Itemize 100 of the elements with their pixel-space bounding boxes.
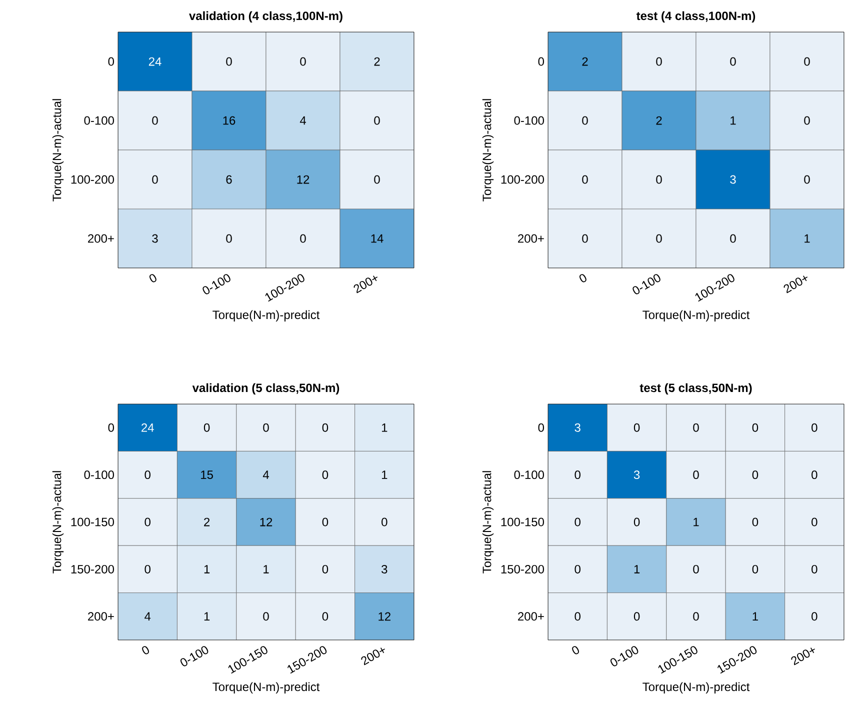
data-label: 1 <box>752 612 758 621</box>
data-label: 0 <box>812 612 818 621</box>
y-tick-label: 150-200 <box>71 564 114 574</box>
data-label: 0 <box>574 612 580 621</box>
data-label: 0 <box>263 423 269 432</box>
y-tick-label: 0 <box>538 57 544 66</box>
data-label: 12 <box>378 612 390 621</box>
data-label: 1 <box>382 423 388 432</box>
data-label: 16 <box>223 116 236 125</box>
data-label: 0 <box>574 518 580 526</box>
data-label: 0 <box>322 518 328 526</box>
data-label: 0 <box>693 564 699 574</box>
data-label: 0 <box>693 612 699 621</box>
chart-title: test (4 class,100N-m) <box>636 11 756 22</box>
data-label: 0 <box>812 423 818 432</box>
y-tick-label: 100-150 <box>71 518 114 526</box>
data-label: 0 <box>752 470 758 480</box>
data-label: 0 <box>374 116 380 125</box>
data-label: 1 <box>382 470 388 479</box>
data-label: 0 <box>152 175 158 184</box>
data-label: 1 <box>694 518 699 526</box>
x-tick-label: 200+ <box>361 648 386 666</box>
x-tick-label: 200+ <box>791 648 816 666</box>
data-label: 0 <box>752 564 758 574</box>
data-label: 0 <box>804 175 810 184</box>
data-label: 0 <box>752 518 758 526</box>
y-axis-title: Torque(N-m)-actual <box>52 99 64 202</box>
y-tick-label: 200+ <box>88 612 114 621</box>
y-tick-label: 0-100 <box>514 470 544 480</box>
data-label: 0 <box>322 564 328 574</box>
x-axis-title: Torque(N-m)-predict <box>642 682 750 694</box>
data-label: 15 <box>201 470 213 479</box>
x-tick-label: 200+ <box>354 276 378 294</box>
y-tick-label: 0 <box>538 423 544 432</box>
y-axis-title: Torque(N-m)-actual <box>52 471 64 574</box>
data-label: 24 <box>148 57 162 66</box>
data-label: 1 <box>634 565 640 574</box>
chart-title: validation (5 class,50N-m) <box>192 383 340 394</box>
y-axis-title: Torque(N-m)-actual <box>482 471 494 574</box>
data-label: 1 <box>264 565 269 574</box>
data-label: 0 <box>656 57 662 66</box>
data-label: 14 <box>371 234 384 243</box>
data-label: 0 <box>582 175 588 184</box>
y-axis-title: Torque(N-m)-actual <box>482 99 494 202</box>
data-label: 0 <box>752 423 758 432</box>
data-label: 2 <box>374 57 380 66</box>
data-label: 1 <box>204 612 210 621</box>
x-axis-title: Torque(N-m)-predict <box>642 310 750 322</box>
x-tick-label: 0 <box>572 646 579 654</box>
data-label: 0 <box>152 116 158 125</box>
data-label: 0 <box>634 612 640 621</box>
data-label: 0 <box>226 57 232 66</box>
data-label: 2 <box>582 57 588 66</box>
data-label: 0 <box>812 518 818 526</box>
data-label: 0 <box>263 612 269 621</box>
data-label: 0 <box>204 423 210 432</box>
y-tick-label: 0 <box>108 423 114 432</box>
data-label: 1 <box>804 234 810 243</box>
data-label: 3 <box>634 470 640 480</box>
y-tick-label: 200+ <box>518 234 544 243</box>
x-tick-label: 200+ <box>784 276 808 294</box>
data-label: 0 <box>634 423 640 432</box>
data-label: 0 <box>730 57 736 66</box>
data-label: 0 <box>812 470 818 480</box>
data-label: 3 <box>730 175 736 184</box>
data-label: 0 <box>300 57 306 66</box>
data-label: 12 <box>297 175 310 184</box>
y-tick-label: 100-150 <box>501 518 544 526</box>
data-label: 6 <box>226 175 232 184</box>
y-tick-label: 200+ <box>88 234 114 243</box>
data-label: 0 <box>574 564 580 574</box>
y-tick-label: 150-200 <box>501 564 544 574</box>
data-label: 4 <box>144 612 151 621</box>
y-tick-label: 0-100 <box>84 116 114 125</box>
data-label: 0 <box>656 175 662 184</box>
chart-title: test (5 class,50N-m) <box>640 383 752 394</box>
data-label: 3 <box>574 423 580 432</box>
x-tick-label: 0 <box>579 274 586 282</box>
y-tick-label: 100-200 <box>71 175 114 184</box>
chart-title: validation (4 class,100N-m) <box>189 11 342 22</box>
x-tick-label: 0 <box>142 646 149 654</box>
data-label: 3 <box>382 564 388 574</box>
data-label: 0 <box>656 234 662 243</box>
y-tick-label: 0 <box>108 57 114 66</box>
y-tick-label: 100-200 <box>501 175 544 184</box>
data-label: 0 <box>582 116 588 125</box>
data-label: 0 <box>374 175 380 184</box>
data-label: 0 <box>812 564 818 574</box>
x-axis-title: Torque(N-m)-predict <box>212 310 320 322</box>
y-tick-label: 0-100 <box>514 116 544 125</box>
data-label: 0 <box>804 57 810 66</box>
data-label: 4 <box>262 470 269 479</box>
x-axis-title: Torque(N-m)-predict <box>212 682 320 694</box>
data-label: 0 <box>693 470 699 480</box>
data-label: 1 <box>204 565 210 574</box>
data-label: 0 <box>382 518 388 526</box>
data-label: 0 <box>144 564 150 574</box>
data-label: 0 <box>693 423 699 432</box>
data-label: 0 <box>322 423 328 432</box>
data-label: 0 <box>634 518 640 526</box>
